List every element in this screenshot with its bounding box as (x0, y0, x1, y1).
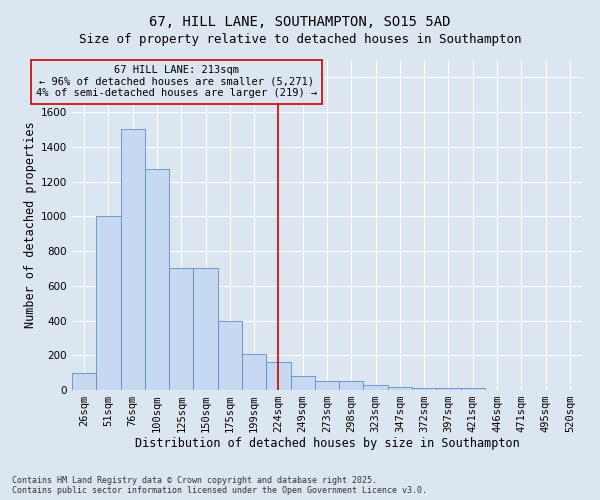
Bar (193, 268, 218, 390)
Bar (72, 372, 96, 390)
Bar (121, 130, 145, 390)
Text: Size of property relative to detached houses in Southampton: Size of property relative to detached ho… (79, 32, 521, 46)
Bar (436, 388, 461, 390)
Bar (96, 216, 121, 390)
Text: 67 HILL LANE: 213sqm
← 96% of detached houses are smaller (5,271)
4% of semi-det: 67 HILL LANE: 213sqm ← 96% of detached h… (36, 65, 317, 98)
Bar (218, 320, 242, 390)
Bar (388, 386, 412, 390)
Bar (242, 354, 266, 390)
Text: 67, HILL LANE, SOUTHAMPTON, SO15 5AD: 67, HILL LANE, SOUTHAMPTON, SO15 5AD (149, 15, 451, 29)
Bar (339, 382, 364, 390)
Text: Contains HM Land Registry data © Crown copyright and database right 2025.
Contai: Contains HM Land Registry data © Crown c… (12, 476, 427, 495)
Bar (266, 362, 290, 390)
Bar (169, 268, 193, 390)
Y-axis label: Number of detached properties: Number of detached properties (24, 122, 37, 328)
Bar (461, 388, 485, 390)
Bar (290, 376, 315, 390)
Bar (145, 170, 169, 390)
Bar (364, 385, 388, 390)
Bar (315, 382, 339, 390)
X-axis label: Distribution of detached houses by size in Southampton: Distribution of detached houses by size … (134, 436, 520, 450)
Bar (412, 388, 436, 390)
